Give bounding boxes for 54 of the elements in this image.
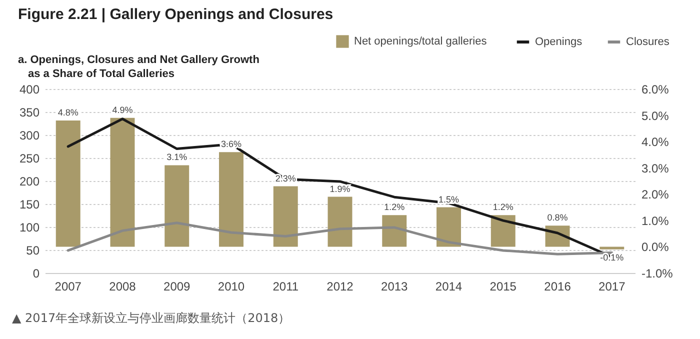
bar: [490, 215, 516, 247]
line-series: [66, 222, 614, 256]
y-tick-label: 100: [19, 220, 40, 234]
y-tick-label: 300: [19, 128, 40, 142]
x-tick-label: 2013: [381, 280, 408, 294]
data-label: 1.2%: [492, 202, 514, 212]
data-label: 4.9%: [112, 104, 133, 115]
data-label: 1.5%: [438, 194, 460, 204]
y-tick-label: 250: [19, 152, 40, 166]
bar: [273, 186, 298, 247]
data-label: 3.1%: [166, 152, 188, 162]
x-tick-label: 2008: [109, 280, 136, 294]
x-tick-label: 2009: [164, 280, 191, 294]
y2-tick-label: 4.0%: [642, 135, 670, 150]
y2-tick-label: 1.0%: [642, 214, 670, 228]
chart-title: Figure 2.21 | Gallery Openings and Closures: [18, 6, 334, 23]
bar: [56, 120, 80, 247]
bar: [382, 215, 407, 247]
bar: [600, 246, 624, 250]
y-tick-label: 200: [19, 174, 40, 188]
y2-tick-label: 3.0%: [642, 161, 670, 176]
y2-tick-label: 6.0%: [642, 82, 670, 96]
x-tick-label: 2007: [54, 280, 82, 294]
y-tick-label: 400: [19, 82, 40, 96]
x-tick-label: 2012: [326, 280, 354, 294]
y-tick-label: 150: [19, 198, 40, 212]
x-tick-label: 2010: [218, 280, 245, 294]
data-label: 4.8%: [58, 108, 78, 118]
y-tick-label: 0: [32, 266, 40, 280]
text: ▲ 2017年全球新设立与停业画廊数量统计（2018）: [12, 310, 290, 327]
bar: [436, 207, 461, 247]
y-tick-label: 350: [19, 106, 40, 120]
data-label: 1.2%: [384, 202, 405, 212]
x-tick-label: 2015: [490, 280, 517, 294]
bar: [219, 152, 244, 247]
legend-label: Closures: [626, 36, 670, 48]
x-tick-label: 2014: [435, 280, 462, 294]
legend-label: Openings: [535, 36, 583, 48]
chart-subtitle: a. Openings, Closures and Net Gallery Growth as a Share of Total Galleries: [18, 53, 260, 81]
y2-tick-label: -1.0%: [642, 266, 674, 280]
bar: [328, 196, 352, 247]
y2-tick-label: 0.0%: [642, 240, 670, 254]
bar: [164, 165, 190, 247]
x-tick-label: 2011: [272, 280, 299, 294]
x-tick-label: 2016: [544, 280, 572, 294]
legend-label: Net openings/total galleries: [354, 36, 488, 48]
data-label: 0.8%: [547, 212, 568, 223]
y-tick-label: 50: [26, 244, 40, 258]
bar: [110, 118, 135, 247]
y2-tick-label: 5.0%: [642, 108, 670, 123]
x-tick-label: 2017: [598, 280, 626, 294]
y2-tick-label: 2.0%: [642, 188, 670, 202]
data-label: -0.1%: [600, 252, 624, 262]
data-label: 1.9%: [330, 184, 350, 194]
